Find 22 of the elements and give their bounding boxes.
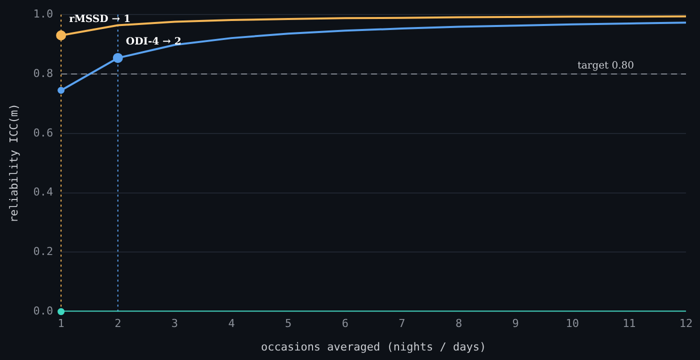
y-tick-label: 0.2 <box>33 245 54 258</box>
y-tick-label: 0.4 <box>33 186 54 199</box>
y-axis-title: reliability ICC(m) <box>7 103 20 223</box>
annotation: rMSSD → 1 <box>69 14 131 25</box>
y-tick-label: 1.0 <box>33 7 54 20</box>
y-tick-label: 0.0 <box>33 304 54 318</box>
x-tick-label: 2 <box>114 317 122 330</box>
x-tick-label: 8 <box>455 317 462 330</box>
x-axis-title: occasions averaged (nights / days) <box>260 340 486 354</box>
y-tick-label: 0.8 <box>33 66 54 80</box>
y-tick-label: 0.6 <box>33 126 54 140</box>
x-tick-label: 4 <box>228 317 236 330</box>
x-tick-label: 3 <box>171 317 178 330</box>
ref-line-label: target 0.80 <box>577 60 634 72</box>
x-tick-label: 9 <box>512 317 519 330</box>
x-tick-label: 7 <box>398 317 406 330</box>
x-tick-label: 12 <box>679 317 693 330</box>
x-tick-label: 11 <box>622 317 636 330</box>
x-tick-label: 5 <box>285 317 292 330</box>
x-tick-label: 1 <box>58 317 64 330</box>
x-tick-label: 6 <box>342 317 348 330</box>
x-tick-label: 10 <box>566 317 579 330</box>
